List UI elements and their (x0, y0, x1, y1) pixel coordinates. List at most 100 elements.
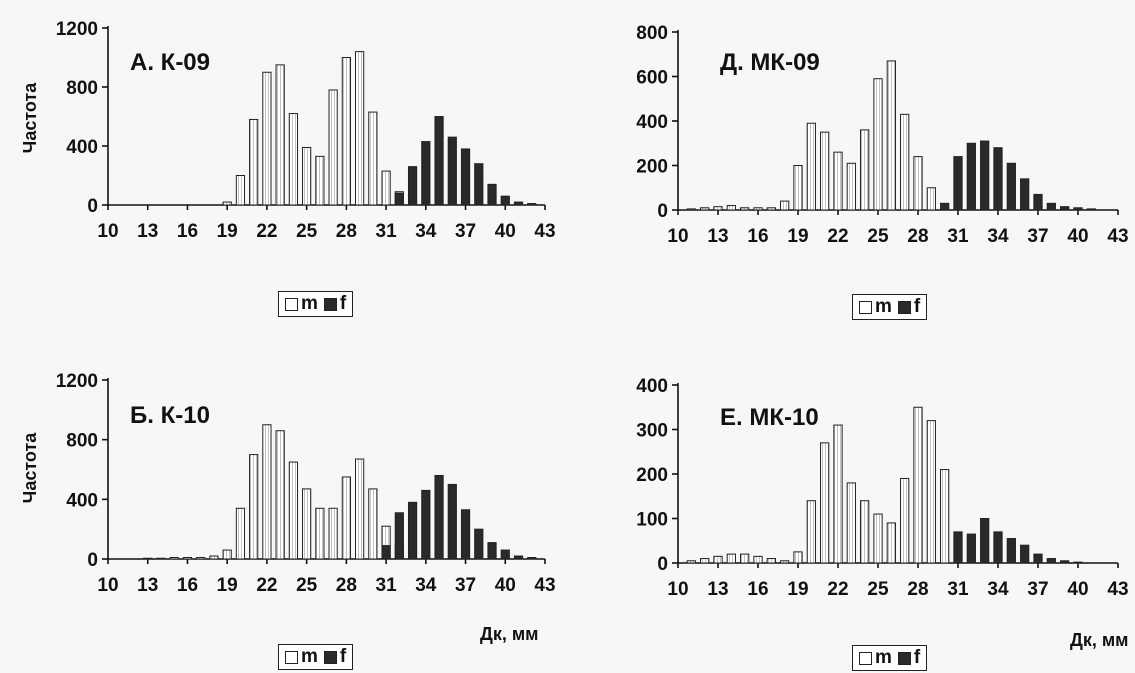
bar-m (860, 500, 870, 564)
bar-m (726, 205, 736, 211)
x-tick-label: 37 (1027, 226, 1048, 247)
legend-m-swatch (859, 300, 872, 314)
bar-m (328, 507, 338, 560)
bar-f (527, 557, 537, 560)
x-tick-label: 10 (667, 226, 688, 247)
bar-f (1046, 558, 1056, 564)
bar-m (740, 553, 750, 564)
bar-m (766, 207, 776, 211)
x-tick-label: 40 (1067, 226, 1088, 247)
y-tick-label: 1200 (56, 19, 98, 40)
legend-m-swatch (285, 650, 298, 664)
bar-f (487, 542, 497, 560)
x-tick-label: 34 (415, 575, 437, 596)
bar-m (753, 207, 763, 211)
legend-m-swatch (859, 651, 872, 665)
y-tick-label: 400 (66, 137, 98, 158)
legend-f-swatch (897, 300, 911, 314)
legend-b: m f (278, 644, 354, 670)
legend-f-label: f (339, 646, 347, 667)
bar-f (1033, 193, 1043, 211)
x-tick-label: 37 (1027, 579, 1048, 600)
bar-m (700, 207, 710, 211)
x-tick-label: 19 (217, 575, 238, 596)
bar-m (368, 488, 378, 560)
legend-m-label: m (301, 293, 318, 314)
y-tick-label: 400 (636, 376, 668, 397)
bar-f (953, 156, 963, 211)
bar-f (381, 545, 391, 560)
x-tick-label: 43 (1107, 579, 1128, 600)
x-tick-label: 37 (455, 221, 476, 242)
bar-m (275, 64, 285, 206)
x-axis-label: Дк, мм (1070, 630, 1128, 650)
legend-e: m f (852, 645, 928, 671)
bar-m (302, 488, 312, 560)
bar-f (993, 531, 1003, 564)
y-axis-label: Частота (20, 432, 40, 504)
x-tick-label: 16 (747, 579, 768, 600)
bar-m (740, 207, 750, 211)
bar-f (993, 147, 1003, 211)
bar-f (407, 501, 418, 560)
legend-m-label: m (875, 296, 892, 317)
bar-f (394, 192, 404, 206)
bar-m (833, 151, 843, 211)
bar-f (953, 531, 963, 564)
bar-m (820, 131, 830, 211)
panel-title: Е. МК-10 (720, 404, 819, 431)
bar-f (447, 136, 457, 206)
bar-f (966, 142, 976, 211)
x-tick-label: 22 (827, 226, 848, 247)
bar-f (1020, 178, 1030, 211)
y-tick-label: 400 (636, 112, 668, 133)
bar-m (182, 557, 193, 560)
bar-f (460, 509, 471, 560)
legend-f-label: f (913, 647, 921, 668)
bar-m (249, 118, 259, 206)
bar-m (766, 558, 776, 564)
bar-m (235, 175, 246, 206)
x-tick-label: 40 (495, 221, 516, 242)
bar-m (381, 170, 391, 206)
x-tick-label: 31 (947, 226, 969, 247)
x-tick-label: 25 (867, 226, 889, 247)
bar-f (407, 166, 418, 206)
bar-m (169, 557, 179, 560)
bar-f (980, 518, 990, 564)
x-tick-label: 19 (787, 579, 808, 600)
y-tick-label: 0 (87, 196, 98, 217)
bar-f (1060, 560, 1070, 564)
bar-m (249, 454, 259, 560)
panel-e-mk10: 0 100 200 300 400 10 13 16 19 22 25 28 31 34 37 40 43 Е. … (636, 376, 1128, 650)
bar-m (328, 89, 338, 206)
bar-m (886, 522, 896, 564)
x-tick-label: 10 (97, 575, 118, 596)
bar-m (873, 78, 883, 211)
y-tick-label: 200 (636, 465, 668, 486)
bar-f (460, 148, 471, 206)
bar-f (966, 533, 976, 564)
x-tick-label: 10 (97, 221, 118, 242)
bar-f (434, 116, 444, 206)
bar-m (726, 553, 736, 564)
legend-f-label: f (339, 293, 347, 314)
bar-m (820, 442, 830, 564)
bar-m (846, 482, 856, 564)
bar-f (513, 555, 524, 560)
bar-m (793, 165, 803, 211)
bar-m (780, 200, 790, 211)
x-tick-label: 16 (747, 226, 768, 247)
x-tick-label: 28 (336, 575, 357, 596)
x-tick-label: 22 (256, 575, 277, 596)
y-tick-label: 0 (657, 554, 668, 575)
bar-m (686, 208, 696, 211)
x-tick-label: 40 (1067, 579, 1088, 600)
bar-f (421, 489, 431, 560)
bar-m (860, 129, 870, 211)
bar-m (713, 206, 723, 211)
x-tick-label: 13 (707, 579, 728, 600)
x-axis-label: Дк, мм (480, 624, 538, 644)
bar-m (873, 513, 883, 564)
x-tick-label: 13 (137, 575, 158, 596)
